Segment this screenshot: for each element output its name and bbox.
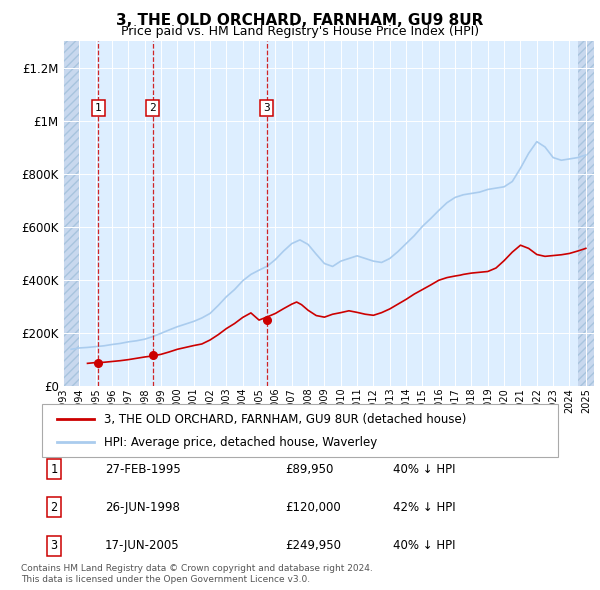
Text: 40% ↓ HPI: 40% ↓ HPI <box>393 539 455 552</box>
Text: 3, THE OLD ORCHARD, FARNHAM, GU9 8UR: 3, THE OLD ORCHARD, FARNHAM, GU9 8UR <box>116 13 484 28</box>
Text: 42% ↓ HPI: 42% ↓ HPI <box>393 501 455 514</box>
Text: Contains HM Land Registry data © Crown copyright and database right 2024.: Contains HM Land Registry data © Crown c… <box>21 565 373 573</box>
Text: £249,950: £249,950 <box>285 539 341 552</box>
Text: 2: 2 <box>149 103 156 113</box>
Text: 1: 1 <box>95 103 101 113</box>
Text: Price paid vs. HM Land Registry's House Price Index (HPI): Price paid vs. HM Land Registry's House … <box>121 25 479 38</box>
Text: 3: 3 <box>50 539 58 552</box>
Text: £120,000: £120,000 <box>285 501 341 514</box>
Bar <box>578 41 594 386</box>
Text: 3: 3 <box>263 103 270 113</box>
Text: £89,950: £89,950 <box>285 463 334 476</box>
Bar <box>63 41 79 386</box>
Text: 3, THE OLD ORCHARD, FARNHAM, GU9 8UR (detached house): 3, THE OLD ORCHARD, FARNHAM, GU9 8UR (de… <box>104 412 466 425</box>
Bar <box>578 41 594 386</box>
Text: 26-JUN-1998: 26-JUN-1998 <box>105 501 180 514</box>
Text: 17-JUN-2005: 17-JUN-2005 <box>105 539 179 552</box>
Text: HPI: Average price, detached house, Waverley: HPI: Average price, detached house, Wave… <box>104 436 377 449</box>
Text: 2: 2 <box>50 501 58 514</box>
Text: 1: 1 <box>50 463 58 476</box>
Text: 27-FEB-1995: 27-FEB-1995 <box>105 463 181 476</box>
Text: This data is licensed under the Open Government Licence v3.0.: This data is licensed under the Open Gov… <box>21 575 310 584</box>
Bar <box>63 41 79 386</box>
Text: 40% ↓ HPI: 40% ↓ HPI <box>393 463 455 476</box>
FancyBboxPatch shape <box>42 404 558 457</box>
